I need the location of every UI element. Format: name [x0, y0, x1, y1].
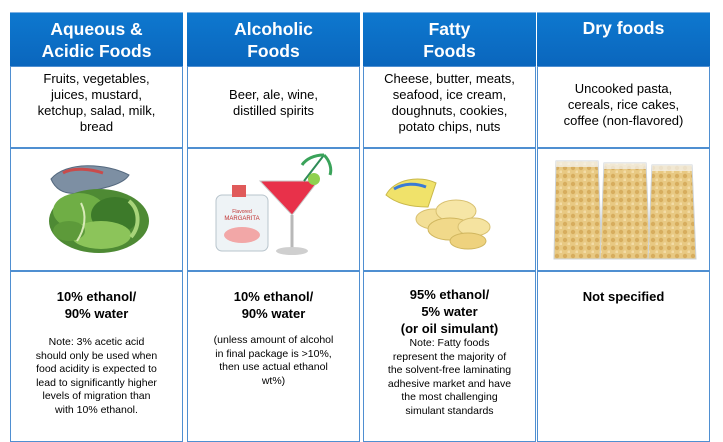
image-cell-aqueous [10, 148, 183, 271]
note-line: Note: 3% acetic acid [48, 336, 145, 348]
description-line: cereals, rice cakes, [567, 97, 680, 112]
note-line: adhesive market and have [387, 377, 512, 390]
description-line: Beer, ale, wine, [229, 87, 318, 102]
note-line: levels of migration than [42, 390, 151, 402]
note-line: Note: Fatty foods [409, 337, 490, 349]
image-cell-dry [537, 148, 710, 271]
simulant-value-line: 10% ethanol/ [56, 289, 137, 304]
simulant-value-line: 90% water [64, 306, 129, 321]
description-line: ketchup, salad, milk, [37, 103, 156, 118]
header-line: Fatty [428, 18, 471, 39]
simulant-cell-alcoholic: 10% ethanol/ 90% water (unless amount of… [187, 271, 360, 442]
description-fatty: Cheese, butter, meats, seafood, ice crea… [363, 66, 536, 148]
header-line: Alcoholic [234, 18, 313, 39]
header-line: Aqueous & [50, 18, 143, 39]
simulant-value-line: (or oil simulant) [400, 321, 499, 336]
note-line: should only be used when [35, 349, 158, 362]
note-line: food acidity is expected to [36, 363, 157, 375]
cocktail-pouch-icon: Flavored MARGARITA [215, 153, 333, 255]
description-line: potato chips, nuts [398, 119, 501, 134]
simulant-value-line: Not specified [582, 289, 665, 304]
description-line: coffee (non-flavored) [563, 113, 684, 128]
description-line: distilled spirits [233, 103, 314, 118]
header-line: Acidic Foods [41, 40, 152, 61]
simulant-value-line: 90% water [241, 306, 306, 321]
pouch-label-line: Flavored [232, 209, 252, 215]
note-line: then use actual ethanol [219, 361, 328, 373]
simulant-cell-fatty: 95% ethanol/ 5% water (or oil simulant) … [363, 271, 536, 442]
image-cell-fatty [363, 148, 536, 271]
chips-bag-icon [385, 178, 491, 250]
header-fatty: Fatty Foods [363, 12, 536, 66]
simulant-value-line: 10% ethanol/ [233, 289, 314, 304]
description-line: Uncooked pasta, [574, 81, 673, 96]
note-line: the solvent-free laminating [387, 364, 512, 376]
note-line: (unless amount of alcohol [213, 334, 334, 346]
note-line: lead to significantly higher [36, 376, 157, 389]
simulant-value-line: 95% ethanol/ [409, 287, 490, 302]
note-line: in final package is >10%, [215, 347, 332, 360]
header-line: Foods [247, 40, 300, 61]
note-line: represent the majority of [392, 350, 507, 363]
pasta-bags-icon [553, 160, 697, 260]
description-alcoholic: Beer, ale, wine, distilled spirits [187, 66, 360, 148]
description-aqueous-acidic: Fruits, vegetables, juices, mustard, ket… [10, 66, 183, 148]
image-cell-alcoholic: Flavored MARGARITA [187, 148, 360, 271]
simulant-value-line: 5% water [421, 304, 478, 319]
description-line: bread [79, 119, 114, 134]
note-line: with 10% ethanol. [55, 403, 138, 416]
header-line: Foods [423, 40, 476, 61]
note-line: simulant standards [405, 404, 494, 417]
description-line: seafood, ice cream, [392, 87, 507, 102]
simulant-cell-dry: Not specified [537, 271, 710, 442]
salad-bag-icon [49, 165, 149, 253]
description-dry: Uncooked pasta, cereals, rice cakes, cof… [537, 66, 710, 148]
description-line: juices, mustard, [50, 87, 143, 102]
simulant-cell-aqueous: 10% ethanol/ 90% water Note: 3% acetic a… [10, 271, 183, 442]
pouch-label-line: MARGARITA [224, 216, 259, 222]
description-line: Fruits, vegetables, [43, 71, 150, 86]
header-aqueous-acidic: Aqueous & Acidic Foods [10, 12, 183, 66]
description-line: Cheese, butter, meats, [384, 71, 515, 86]
note-line: the most challenging [401, 391, 498, 403]
header-alcoholic: Alcoholic Foods [187, 12, 360, 66]
description-line: doughnuts, cookies, [391, 103, 508, 118]
header-line: Dry foods [582, 18, 665, 38]
note-line: wt%) [261, 374, 286, 387]
header-dry: Dry foods [537, 12, 710, 66]
